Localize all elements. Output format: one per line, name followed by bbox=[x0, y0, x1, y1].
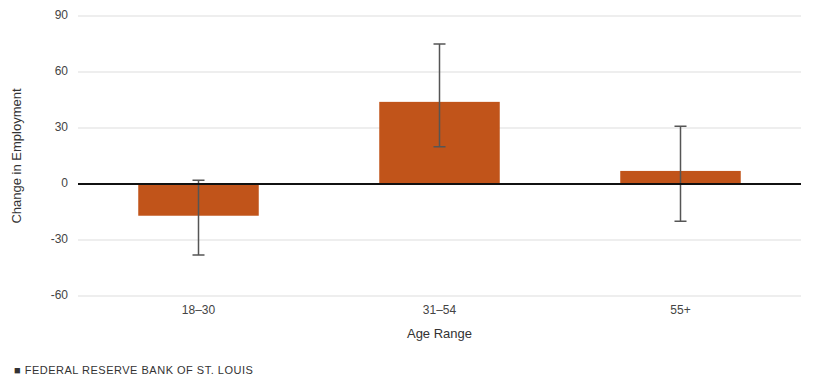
y-tick-label: -30 bbox=[51, 232, 69, 246]
x-tick-label: 18–30 bbox=[182, 303, 216, 317]
y-tick-label: 0 bbox=[61, 176, 68, 190]
grid-line bbox=[78, 184, 801, 185]
y-tick-label: 30 bbox=[55, 120, 69, 134]
plot-area bbox=[138, 44, 741, 255]
y-tick-label: 60 bbox=[55, 64, 69, 78]
x-axis-label: Age Range bbox=[407, 326, 472, 341]
chart-container: -60 -30 0 30 60 90 18–30 31–54 55+ Age Range Chang… bbox=[0, 0, 825, 384]
y-tick-label: -60 bbox=[51, 288, 69, 302]
error-bar bbox=[675, 126, 687, 221]
error-bar bbox=[193, 180, 205, 255]
footer: ■ FEDERAL RESERVE BANK OF ST. LOUIS bbox=[14, 364, 253, 376]
y-tick-label: 90 bbox=[55, 8, 69, 22]
grid bbox=[78, 16, 801, 296]
grid-line bbox=[78, 296, 801, 297]
x-tick-label: 55+ bbox=[670, 303, 690, 317]
error-bar bbox=[434, 44, 446, 147]
chart-svg: -60 -30 0 30 60 90 18–30 31–54 55+ Age Range Chang… bbox=[0, 0, 825, 384]
grid-line bbox=[78, 240, 801, 241]
zero-line bbox=[78, 183, 801, 185]
grid-line bbox=[78, 16, 801, 17]
y-axis-label: Change in Employment bbox=[9, 88, 24, 224]
x-tick-label: 31–54 bbox=[423, 303, 457, 317]
